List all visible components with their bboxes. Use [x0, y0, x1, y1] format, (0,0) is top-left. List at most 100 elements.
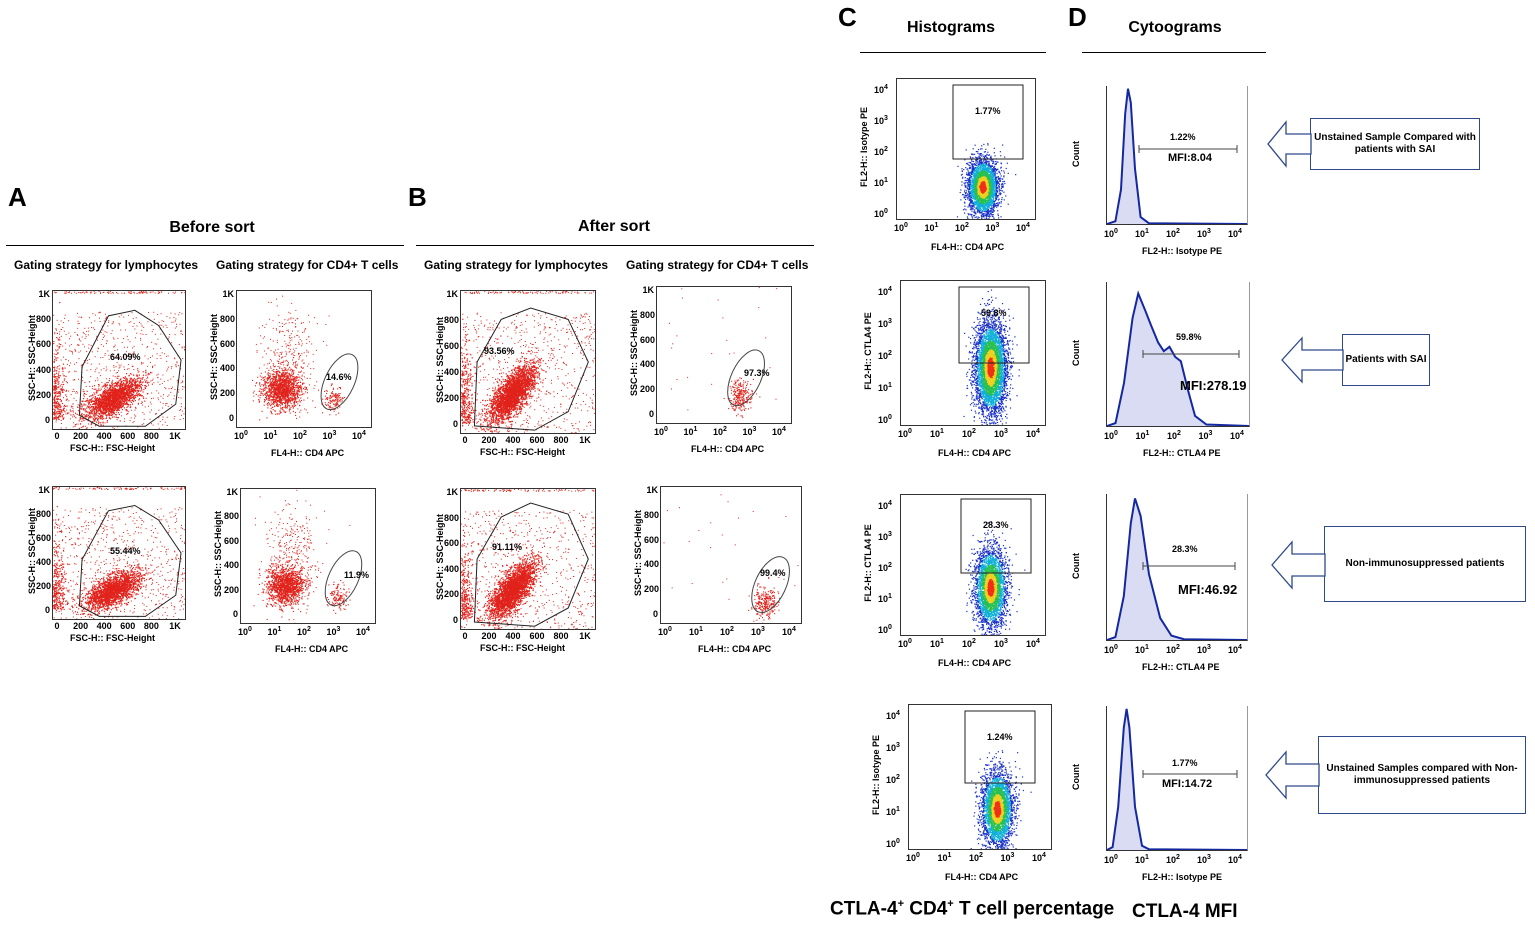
- d-hist-3-curve: [1107, 498, 1247, 640]
- x-tick-label: 100: [654, 426, 668, 437]
- b-lymph-plot-2-dots: [461, 489, 595, 629]
- tick-base: 10: [878, 594, 888, 604]
- tick-exponent: 1: [896, 806, 900, 813]
- tick-exponent: 4: [1036, 638, 1040, 645]
- y-tick-label: 1K: [224, 487, 238, 497]
- x-tick-label: 400: [503, 631, 523, 641]
- x-tick-label: 100: [898, 428, 912, 439]
- tick-exponent: 0: [248, 626, 252, 633]
- left-arrow-icon: [1267, 120, 1312, 168]
- tick-base: 10: [297, 627, 307, 637]
- tick-exponent: 0: [1114, 228, 1118, 235]
- x-tick-label: 101: [938, 852, 952, 863]
- x-axis-label: FSC-H:: FSC-Height: [70, 633, 155, 643]
- tick-base: 10: [874, 85, 884, 95]
- d-hist-4-mfi: MFI:14.72: [1162, 778, 1212, 790]
- x-tick-label: 104: [1026, 638, 1040, 649]
- tick-exponent: 0: [1114, 644, 1118, 651]
- tick-exponent: 4: [792, 626, 796, 633]
- tick-exponent: 2: [1176, 854, 1180, 861]
- y-tick-label: 200: [36, 581, 51, 591]
- tick-exponent: 3: [761, 626, 765, 633]
- tick-exponent: 3: [884, 115, 888, 122]
- y-tick-label: 100: [874, 208, 888, 219]
- tick-base: 10: [930, 639, 940, 649]
- tick-exponent: 2: [972, 638, 976, 645]
- tick-base: 10: [1167, 431, 1177, 441]
- tick-exponent: 2: [888, 350, 892, 357]
- x-tick-label: 102: [962, 428, 976, 439]
- tick-base: 10: [234, 431, 244, 441]
- tick-exponent: 2: [1176, 228, 1180, 235]
- c-density-plot-1-gate-pct: 1.77%: [975, 106, 1001, 116]
- y-tick-label: 800: [444, 315, 459, 325]
- x-axis-label: FL2-H:: CTLA4 PE: [1143, 448, 1221, 458]
- tick-base: 10: [1104, 645, 1114, 655]
- y-tick-label: 100: [878, 414, 892, 425]
- tick-base: 10: [874, 209, 884, 219]
- y-tick-label: 0: [224, 609, 238, 619]
- a-cd4-plot-1: [236, 290, 372, 428]
- y-tick-label: 1K: [644, 485, 658, 495]
- tick-base: 10: [878, 501, 888, 511]
- y-axis-label: SSC-H:: SSC-Height: [435, 310, 445, 410]
- tick-base: 10: [689, 627, 699, 637]
- tick-exponent: 3: [996, 222, 1000, 229]
- tick-base: 10: [930, 429, 940, 439]
- y-tick-label: 102: [878, 562, 892, 573]
- tick-exponent: 4: [1042, 852, 1046, 859]
- x-axis-label: FL4-H:: CD4 APC: [271, 448, 344, 458]
- b-cd4-plot-1-dots: [669, 287, 778, 418]
- tick-exponent: 3: [1004, 428, 1008, 435]
- tick-base: 10: [1197, 229, 1207, 239]
- cytoograms-rule: [1082, 52, 1266, 53]
- y-tick-label: 800: [640, 310, 655, 320]
- tick-base: 10: [238, 627, 248, 637]
- y-tick-label: 0: [36, 415, 50, 425]
- y-tick-label: 1K: [36, 485, 50, 495]
- d-hist-2: [1106, 282, 1250, 427]
- x-tick-label: 100: [1104, 644, 1118, 655]
- tick-exponent: 0: [884, 208, 888, 215]
- tick-exponent: 4: [1240, 430, 1244, 437]
- tick-base: 10: [994, 639, 1004, 649]
- y-tick-label: 400: [220, 363, 235, 373]
- x-tick-label: 103: [751, 626, 765, 637]
- tick-exponent: 3: [753, 426, 757, 433]
- b-lymph-plot-1-gate-pct: 93.56%: [484, 346, 515, 356]
- y-tick-label: 600: [36, 533, 51, 543]
- x-axis-label: FL2-H:: CTLA4 PE: [1142, 662, 1220, 672]
- panel-letter-d: D: [1068, 2, 1087, 33]
- y-tick-label: 100: [878, 624, 892, 635]
- y-tick-label: 0: [444, 419, 458, 429]
- y-tick-label: 200: [224, 585, 239, 595]
- tick-exponent: 1: [935, 222, 939, 229]
- tick-exponent: 0: [244, 430, 248, 437]
- x-tick-label: 101: [1136, 430, 1150, 441]
- tick-base: 10: [1135, 645, 1145, 655]
- tick-exponent: 3: [1207, 228, 1211, 235]
- tick-base: 10: [886, 775, 896, 785]
- tick-base: 10: [1016, 223, 1026, 233]
- tick-base: 10: [772, 427, 782, 437]
- tick-base: 10: [1135, 855, 1145, 865]
- tick-exponent: 1: [888, 593, 892, 600]
- x-tick-label: 100: [1104, 854, 1118, 865]
- before-sort-title: Before sort: [112, 219, 312, 237]
- tick-exponent: 4: [1238, 228, 1242, 235]
- tick-base: 10: [713, 427, 723, 437]
- x-tick-label: 103: [1197, 228, 1211, 239]
- tick-base: 10: [962, 429, 972, 439]
- tick-exponent: 2: [888, 562, 892, 569]
- x-tick-label: 104: [1230, 430, 1244, 441]
- y-axis-label: SSC-H:: SSC-Height: [633, 503, 643, 603]
- tick-base: 10: [352, 431, 362, 441]
- tick-base: 10: [878, 625, 888, 635]
- tick-base: 10: [986, 223, 996, 233]
- tick-exponent: 1: [940, 428, 944, 435]
- b-lymph-plot-1: [460, 290, 596, 434]
- panel-letter-b: B: [408, 182, 427, 213]
- tick-exponent: 0: [1114, 430, 1118, 437]
- x-axis-label: FSC-H:: FSC-Height: [70, 443, 155, 453]
- b-lymph-plot-2-gate-pct: 91.11%: [492, 542, 522, 552]
